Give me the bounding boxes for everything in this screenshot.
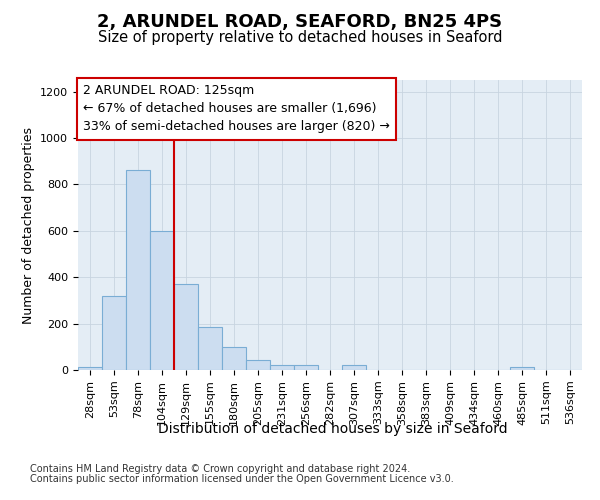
- Text: 2, ARUNDEL ROAD, SEAFORD, BN25 4PS: 2, ARUNDEL ROAD, SEAFORD, BN25 4PS: [97, 12, 503, 30]
- Bar: [342, 366, 366, 370]
- Bar: [198, 327, 222, 370]
- Text: 2 ARUNDEL ROAD: 125sqm
← 67% of detached houses are smaller (1,696)
33% of semi-: 2 ARUNDEL ROAD: 125sqm ← 67% of detached…: [83, 84, 390, 134]
- Bar: [78, 366, 102, 370]
- Bar: [510, 366, 534, 370]
- Bar: [222, 347, 246, 370]
- Text: Contains public sector information licensed under the Open Government Licence v3: Contains public sector information licen…: [30, 474, 454, 484]
- Text: Distribution of detached houses by size in Seaford: Distribution of detached houses by size …: [158, 422, 508, 436]
- Text: Contains HM Land Registry data © Crown copyright and database right 2024.: Contains HM Land Registry data © Crown c…: [30, 464, 410, 474]
- Bar: [294, 366, 318, 370]
- Text: Size of property relative to detached houses in Seaford: Size of property relative to detached ho…: [98, 30, 502, 45]
- Bar: [246, 360, 270, 370]
- Bar: [174, 284, 198, 370]
- Bar: [126, 170, 150, 370]
- Bar: [150, 231, 174, 370]
- Y-axis label: Number of detached properties: Number of detached properties: [22, 126, 35, 324]
- Bar: [102, 296, 126, 370]
- Bar: [270, 366, 294, 370]
